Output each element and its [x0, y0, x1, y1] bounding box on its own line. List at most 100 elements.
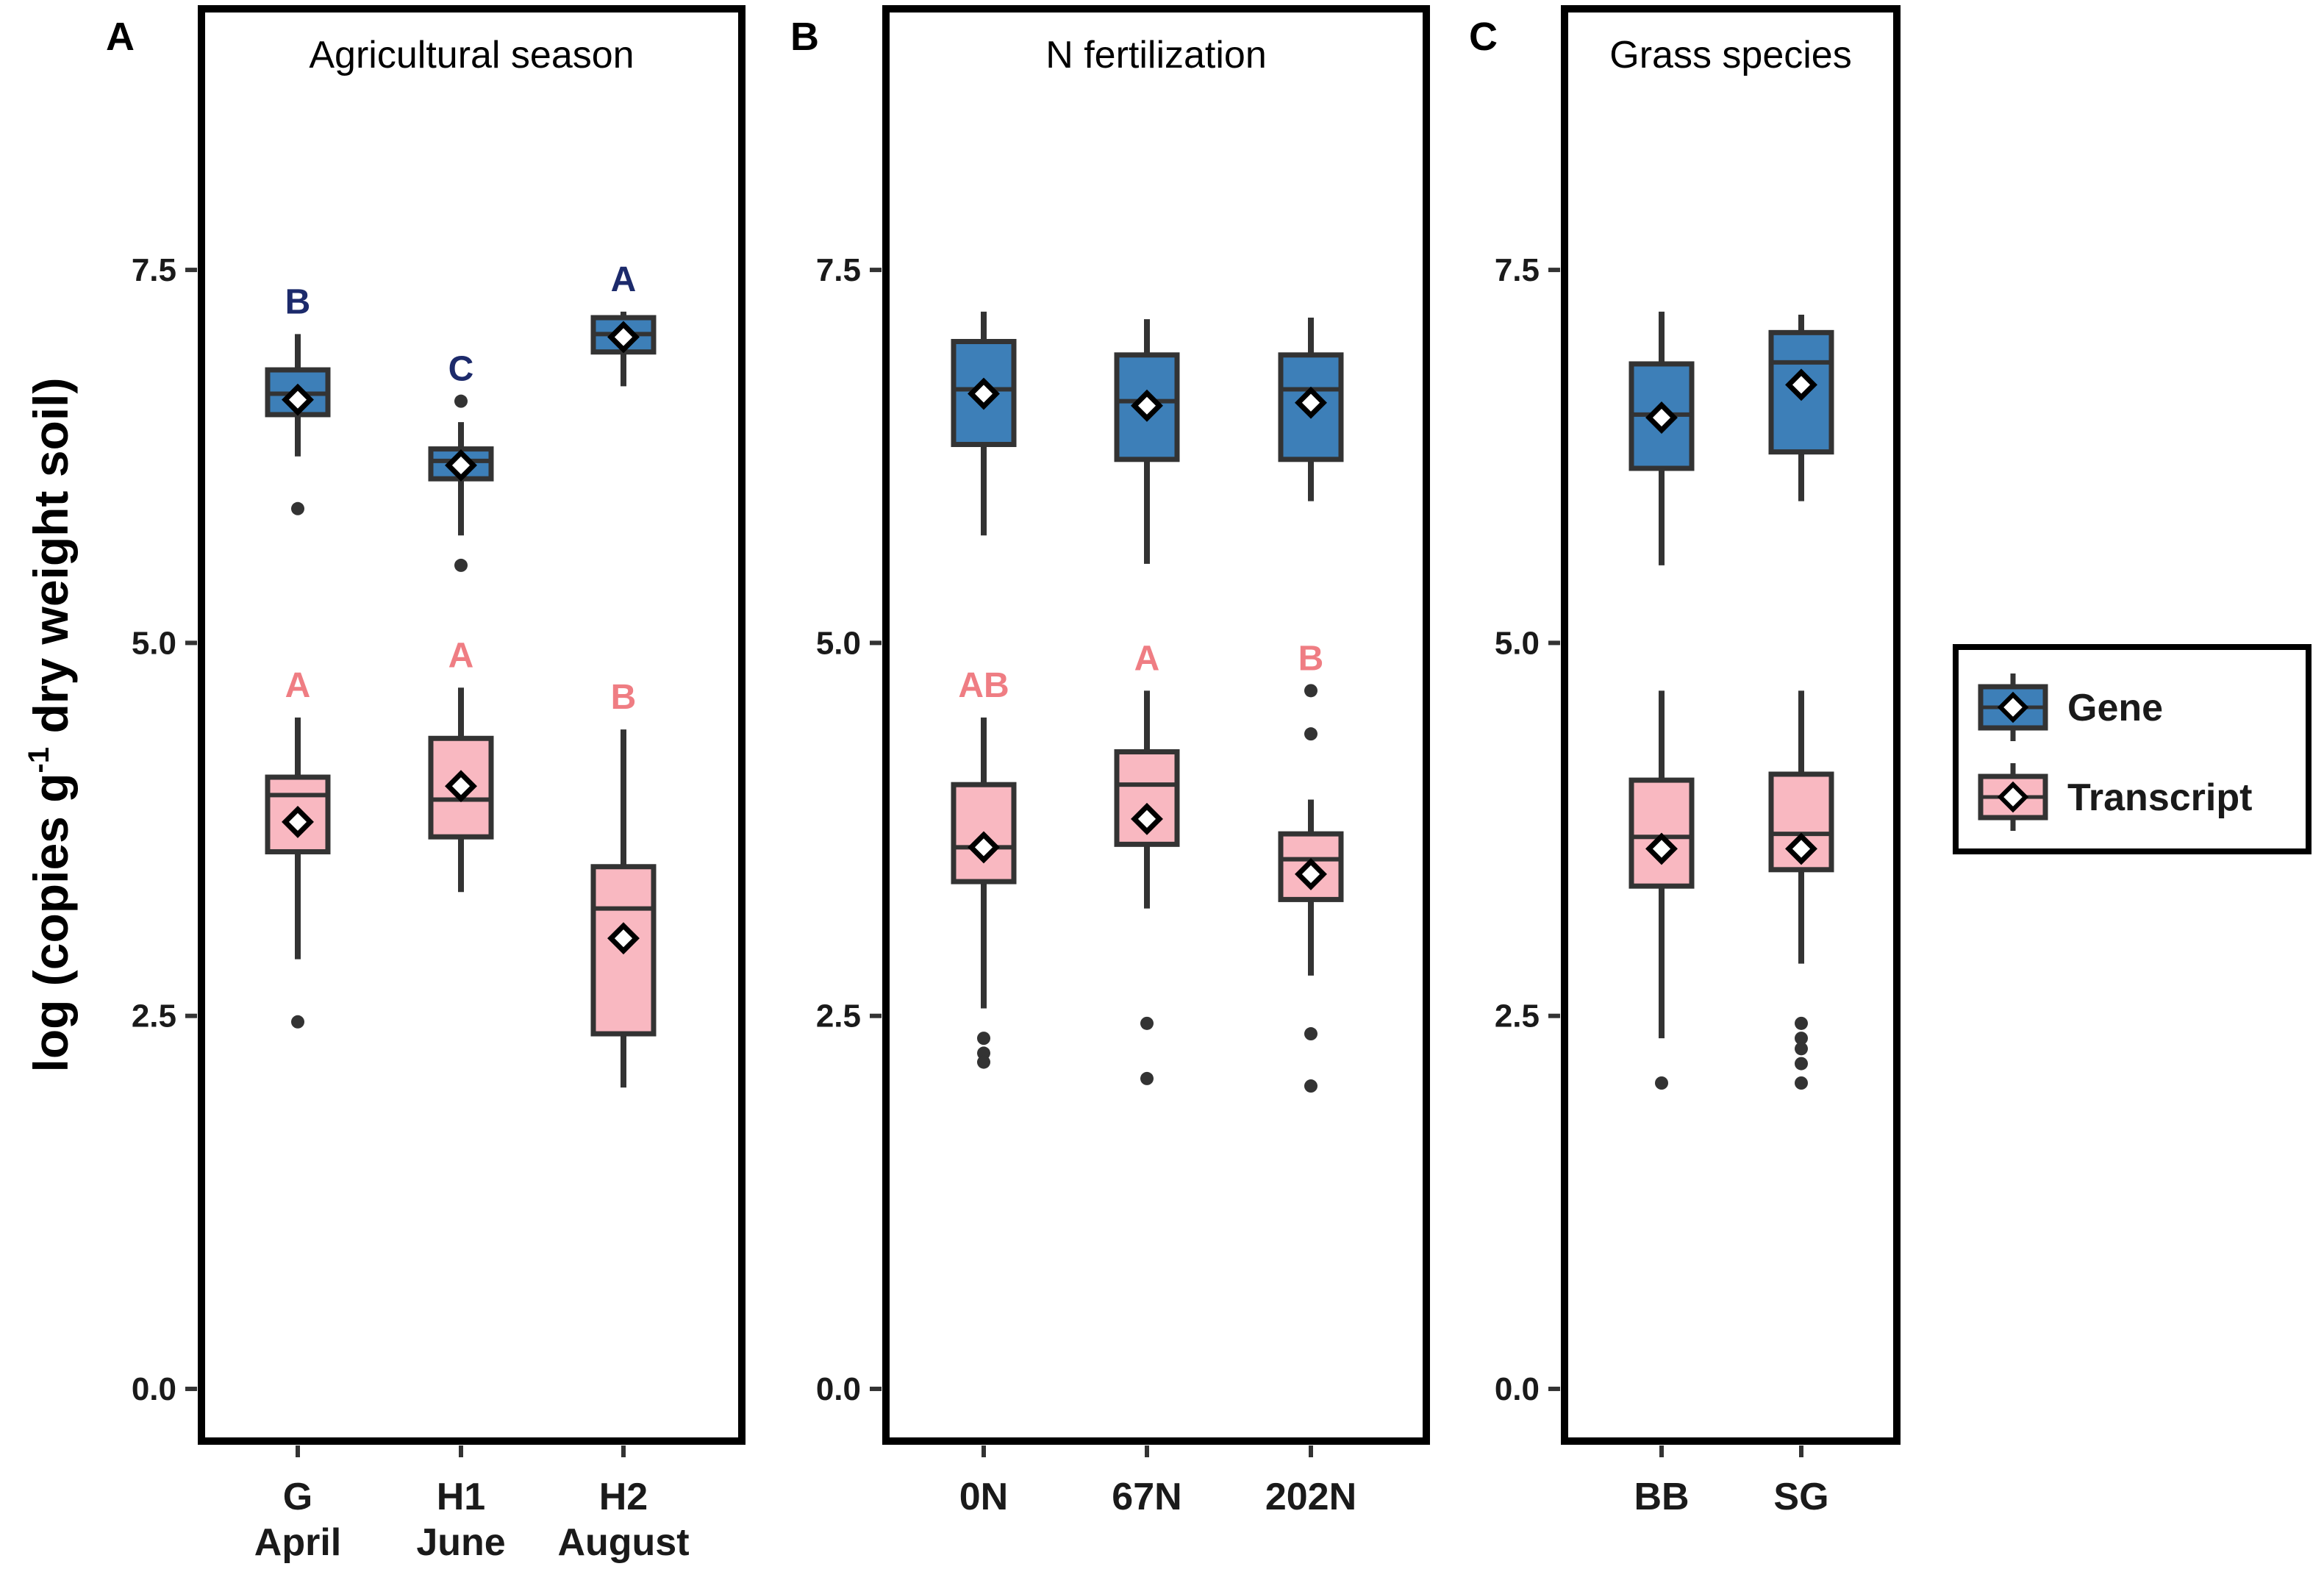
transcript-outlier: [1655, 1076, 1668, 1090]
transcript-significance-label: AB: [958, 666, 1009, 705]
category-group: SG: [1768, 314, 1834, 1518]
transcript-box: B: [590, 678, 657, 1088]
transcript-outlier: [977, 1032, 990, 1046]
gene-box: [1278, 318, 1344, 501]
transcript-outlier: [1304, 1079, 1317, 1093]
gene-box: B: [265, 282, 331, 515]
panel-c: C Grass species 0.0 2.5 5.0 7.5 BB SG: [1469, 5, 1901, 1518]
panel-letter: B: [790, 15, 819, 59]
transcript-outlier: [1795, 1042, 1808, 1056]
gene-box: [951, 311, 1017, 536]
transcript-significance-label: A: [448, 636, 474, 675]
transcript-outlier: [1304, 1027, 1317, 1041]
transcript-mean-marker: [968, 831, 1000, 864]
transcript-significance-label: B: [611, 678, 637, 717]
transcript-mean-marker: [607, 922, 640, 955]
transcript-box: A: [1114, 639, 1180, 1085]
transcript-box: A: [265, 666, 331, 1029]
x-tick-label: 0N: [959, 1476, 1008, 1518]
gene-significance-label: A: [611, 260, 637, 299]
gene-mean-marker: [1645, 401, 1678, 434]
transcript-significance-label: A: [285, 666, 311, 705]
transcript-significance-label: B: [1298, 639, 1324, 678]
y-tick-label: 0.0: [1495, 1371, 1540, 1407]
y-tick-label: 0.0: [816, 1371, 861, 1407]
gene-box: [1768, 314, 1834, 501]
legend-key-mean: [1997, 691, 2029, 723]
gene-outlier: [291, 501, 304, 515]
transcript-mean-marker: [1131, 802, 1163, 835]
x-tick-label: 67N: [1112, 1476, 1181, 1518]
panel-border: [1561, 5, 1901, 1445]
transcript-box: AB: [951, 666, 1017, 1069]
category-group: BB: [1628, 311, 1695, 1518]
transcript-outlier: [1304, 684, 1317, 698]
transcript-box: B: [1278, 639, 1344, 1093]
y-axis-label: log (copies g-1 dry weight soil): [23, 378, 78, 1073]
gene-mean-marker: [1785, 368, 1817, 401]
gene-mean-marker: [445, 449, 477, 482]
y-tick-label: 2.5: [1495, 998, 1540, 1035]
panel-title: N fertilization: [1045, 34, 1267, 76]
gene-mean-marker: [282, 383, 314, 416]
x-tick-label: G: [283, 1476, 312, 1518]
transcript-outlier: [1795, 1016, 1808, 1030]
transcript-mean-marker: [1645, 832, 1678, 865]
y-tick-label: 5.0: [1495, 625, 1540, 661]
transcript-mean-marker: [1295, 857, 1327, 890]
gene-box: [1114, 319, 1180, 564]
gene-outlier: [454, 558, 468, 572]
panel-title: Grass species: [1609, 34, 1851, 76]
legend: Gene Transcript: [1953, 644, 2312, 854]
gene-outlier: [454, 394, 468, 408]
y-tick-label: 2.5: [132, 998, 176, 1035]
gene-mean-marker: [607, 321, 640, 354]
gene-mean-marker: [968, 377, 1000, 410]
legend-item-gene: Gene: [1978, 673, 2163, 741]
transcript-outlier: [1304, 727, 1317, 741]
y-label-part-2: dry weight soil): [24, 378, 78, 747]
legend-label: Transcript: [2067, 776, 2252, 819]
transcript-outlier: [1795, 1057, 1808, 1071]
transcript-significance-label: A: [1134, 639, 1160, 678]
y-tick-label: 7.5: [816, 252, 861, 288]
gene-significance-label: C: [448, 350, 474, 389]
transcript-outlier: [1140, 1071, 1154, 1085]
x-tick-label: April: [254, 1521, 341, 1564]
transcript-mean-marker: [445, 770, 477, 803]
transcript-box: [1768, 690, 1834, 1090]
category-group: 202N B: [1265, 318, 1356, 1518]
legend-label: Gene: [2067, 687, 2163, 729]
category-group: 67N A: [1112, 319, 1182, 1518]
legend-key-mean: [1997, 781, 2029, 813]
gene-mean-marker: [1131, 389, 1163, 422]
transcript-outlier: [1140, 1016, 1154, 1030]
gene-box: A: [590, 260, 657, 387]
x-tick-label: H2: [599, 1476, 648, 1518]
panel-letter: C: [1469, 15, 1498, 59]
gene-box: C: [428, 350, 494, 572]
x-tick-label: August: [557, 1521, 689, 1564]
y-tick-label: 2.5: [816, 998, 861, 1035]
transcript-mean-marker: [282, 805, 314, 838]
y-tick-label: 7.5: [1495, 252, 1540, 288]
x-tick-label: June: [416, 1521, 505, 1564]
panel-border: [882, 5, 1430, 1445]
transcript-box: [1628, 690, 1695, 1090]
transcript-box: A: [428, 636, 494, 893]
gene-significance-label: B: [285, 282, 311, 321]
y-tick-label: 5.0: [132, 625, 176, 661]
transcript-outlier: [977, 1055, 990, 1069]
y-tick-label: 5.0: [816, 625, 861, 661]
panel-letter: A: [106, 15, 135, 59]
x-tick-label: 202N: [1265, 1476, 1356, 1518]
x-tick-label: H1: [437, 1476, 485, 1518]
x-tick-label: BB: [1634, 1476, 1689, 1518]
panel-border: [198, 5, 746, 1445]
